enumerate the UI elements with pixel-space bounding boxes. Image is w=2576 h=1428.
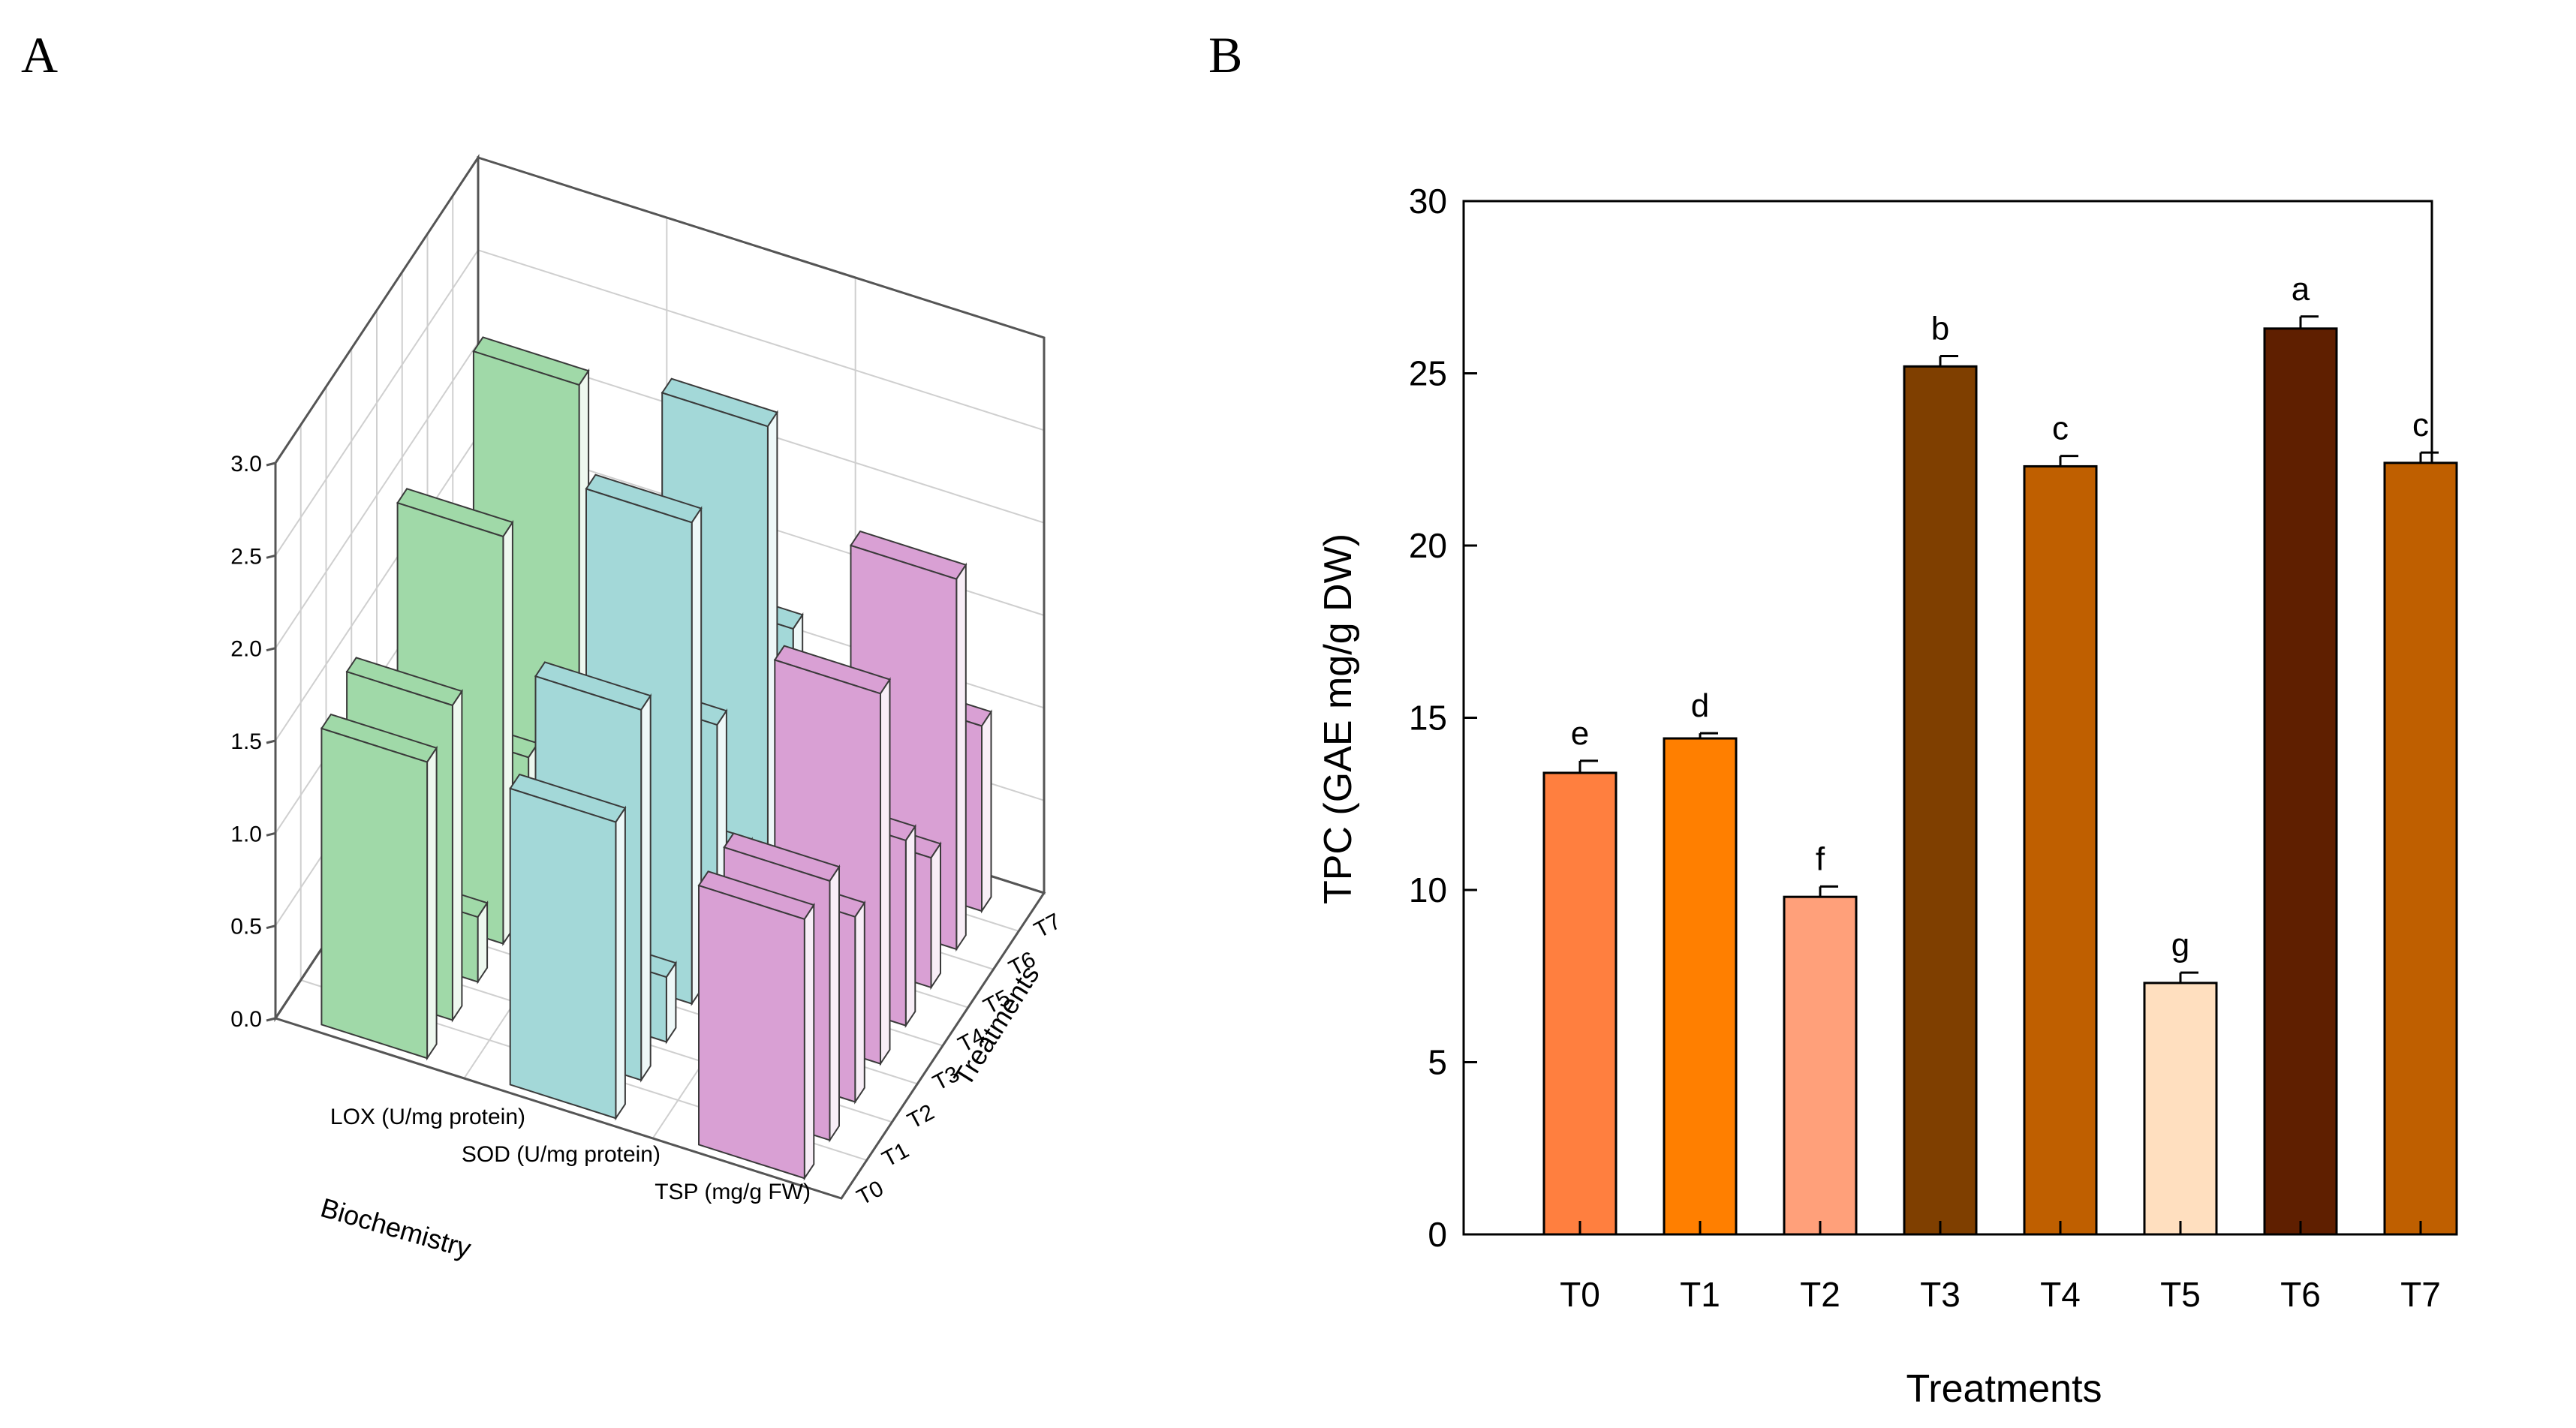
chart-b-significance-letter: b xyxy=(1931,311,1949,347)
chart-a-z-tick-mark xyxy=(266,647,276,652)
chart-b-x-tick-label: T6 xyxy=(2280,1275,2321,1314)
chart-a-bars xyxy=(320,336,993,1181)
chart-a-category-labels: LOX (U/mg protein) SOD (U/mg protein) TSP … xyxy=(330,1105,811,1204)
chart-a-z-tick-label: 0.0 xyxy=(230,1007,262,1032)
chart-a-z-tick-label: 0.5 xyxy=(230,915,262,939)
chart-b-x-tick-label: T4 xyxy=(2040,1275,2081,1314)
chart-b-y-tick-label: 25 xyxy=(1409,354,1447,393)
chart-b-significance-letter: a xyxy=(2292,271,2310,308)
chart-a-z-tick-mark xyxy=(266,924,276,930)
chart-a-back-wall-grid-line xyxy=(275,434,479,741)
chart-b-significance-letter: f xyxy=(1816,840,1825,877)
chart-b-x-tick-label: T3 xyxy=(1920,1275,1961,1314)
chart-a-z-tick-label: 1.0 xyxy=(230,822,262,846)
chart-b-significance-letter: e xyxy=(1571,715,1589,752)
chart-b-y-tick-label: 15 xyxy=(1409,699,1447,738)
chart-b-significance-letter: g xyxy=(2171,927,2189,964)
chart-b-significance-letter: c xyxy=(2412,407,2429,443)
chart-a-y-axis-title: Treatments xyxy=(947,960,1046,1091)
chart-a-back-wall-grid-line xyxy=(275,342,479,649)
chart-b-bar xyxy=(2143,982,2218,1236)
chart-tpc: 0 5 10 15 20 25 30 e d f b c g a c T0 T1 T2 T3 T4 T5 T6 T7 T… xyxy=(1317,182,2458,1411)
chart-a-bar-front xyxy=(698,884,805,1180)
chart-a-z-tick-label: 3.0 xyxy=(230,452,262,477)
chart-a-bar-side xyxy=(615,805,626,1121)
chart-b-bar xyxy=(1783,895,1858,1236)
chart-a-category-label: TSP (mg/g FW) xyxy=(655,1180,811,1204)
chart-b-bars: e d f b c g a c xyxy=(1542,271,2458,1236)
chart-a-bar-side xyxy=(451,688,463,1023)
chart-a-treatment-label: T0 xyxy=(853,1176,887,1210)
chart-a-bar-side xyxy=(665,960,677,1045)
chart-a-x-axis-title: Biochemistry xyxy=(317,1192,474,1264)
chart-a-bar-side xyxy=(640,693,652,1083)
panel-b-label: B xyxy=(1208,26,1242,83)
chart-a-bar-side xyxy=(829,864,840,1143)
chart-a-bar-side xyxy=(803,902,815,1181)
chart-b-x-tick-label: T1 xyxy=(1680,1275,1720,1314)
chart-b-y-ticks: 0 5 10 15 20 25 30 xyxy=(1409,182,1477,1254)
chart-a-bar-side xyxy=(930,841,941,991)
chart-b-bar xyxy=(1903,365,1978,1236)
panel-a-label: A xyxy=(21,26,58,83)
chart-b-y-axis-title: TPC (GAE mg/g DW) xyxy=(1317,534,1360,904)
chart-b-y-tick-label: 10 xyxy=(1409,870,1447,909)
chart-a-bar-side xyxy=(854,900,865,1105)
chart-b-x-axis-title: Treatments xyxy=(1906,1367,2102,1411)
chart-b-y-tick-label: 0 xyxy=(1428,1215,1447,1254)
chart-b-bar xyxy=(1663,737,1738,1236)
chart-a-treatment-label: T7 xyxy=(1031,909,1065,943)
chart-a-z-tick-mark xyxy=(266,831,276,837)
chart-a-z-ticks: 0.0 0.5 1.0 1.5 2.0 2.5 3.0 xyxy=(230,452,276,1032)
chart-b-y-tick-label: 30 xyxy=(1409,182,1447,221)
chart-b-x-tick-label: T2 xyxy=(1800,1275,1840,1314)
chart-a-z-tick-mark xyxy=(266,1017,276,1022)
chart-a-bar-side xyxy=(477,900,489,985)
chart-a-bar-side xyxy=(904,823,916,1029)
chart-b-x-tick-label: T0 xyxy=(1560,1275,1600,1314)
chart-a-treatment-label: T1 xyxy=(878,1138,913,1172)
chart-3d-biochemistry: 0.0 0.5 1.0 1.5 2.0 2.5 3.0 LOX (U/mg protein)… xyxy=(230,154,1065,1264)
chart-b-bar xyxy=(2263,327,2338,1236)
chart-b-bar xyxy=(1542,771,1618,1236)
chart-a-category-label: LOX (U/mg protein) xyxy=(330,1105,525,1129)
chart-a-treatment-label: T2 xyxy=(904,1100,938,1135)
chart-a-bar-front xyxy=(320,727,429,1060)
chart-b-x-ticks: T0 T1 T2 T3 T4 T5 T6 T7 xyxy=(1560,1221,2441,1314)
chart-a-side-wall-grid-line xyxy=(477,249,1045,431)
chart-b-y-tick-label: 20 xyxy=(1409,526,1447,565)
chart-a-category-label: SOD (U/mg protein) xyxy=(462,1142,661,1167)
chart-a-bar-side xyxy=(955,562,967,952)
chart-a-back-wall-grid-line xyxy=(275,249,479,556)
chart-b-x-tick-label: T7 xyxy=(2400,1275,2441,1314)
chart-b-y-tick-label: 5 xyxy=(1428,1043,1447,1082)
chart-b-significance-letter: c xyxy=(2052,410,2069,447)
chart-a-bar-side xyxy=(426,745,438,1061)
chart-a-z-tick-mark xyxy=(266,461,276,467)
chart-b-bar xyxy=(2383,461,2458,1236)
chart-b-x-tick-label: T5 xyxy=(2160,1275,2201,1314)
chart-a-bar-front xyxy=(509,787,617,1120)
chart-b-bar xyxy=(2023,464,2098,1236)
chart-b-significance-letter: d xyxy=(1691,687,1709,724)
chart-a-z-tick-mark xyxy=(266,739,276,744)
chart-a-bar-side xyxy=(880,677,891,1066)
chart-a-bar-side xyxy=(981,709,992,914)
chart-a-z-tick-mark xyxy=(266,554,276,559)
chart-a-z-tick-label: 2.0 xyxy=(230,637,262,662)
chart-a-z-tick-label: 2.5 xyxy=(230,544,262,569)
chart-a-z-tick-label: 1.5 xyxy=(230,729,262,754)
